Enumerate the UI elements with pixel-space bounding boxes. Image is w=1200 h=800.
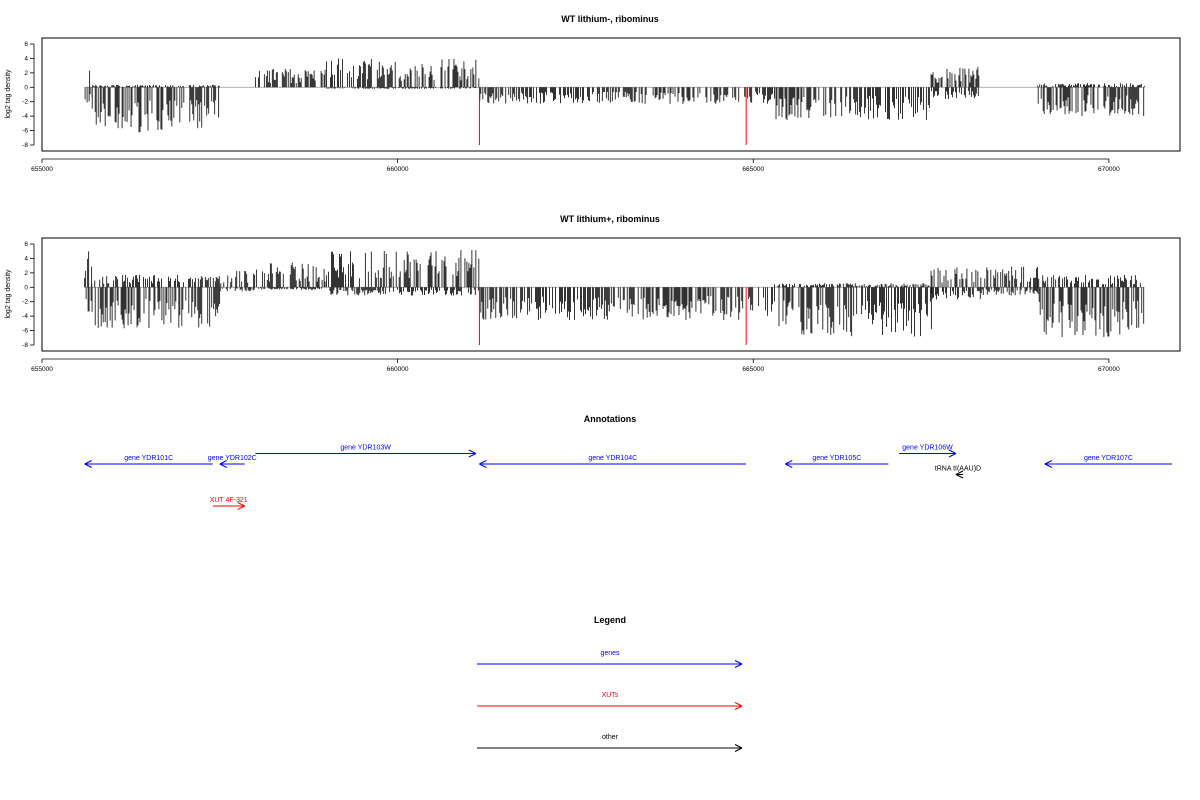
feature-arrow: gene YDR101C [84,455,213,468]
y-tick-label: 2 [24,70,28,77]
feature-label: tRNA tI(AAU)D [935,466,981,473]
track-panel-lithium-plus: WT lithium+, ribominus log2 tag density … [5,214,1181,373]
plot-frame [41,37,1181,152]
legend: genes XUTs other [477,650,743,752]
y-tick-label: -4 [22,313,28,320]
feature-arrow: gene YDR106W [899,445,957,458]
feature-arrow: gene YDR107C [1044,455,1172,468]
plot-frame [41,237,1181,352]
legend-title: Legend [594,615,626,625]
x-tick-label: 660000 [387,366,409,373]
y-tick-label: 6 [24,41,28,48]
x-tick-label: 670000 [1098,166,1120,173]
legend-label: XUTs [602,692,619,699]
legend-label: genes [600,650,620,657]
feature-arrow: gene YDR103W [255,445,477,458]
track-panel-lithium-minus: WT lithium-, ribominus log2 tag density … [5,14,1181,173]
y-tick-label: 0 [24,284,28,291]
x-tick-label: 670000 [1098,366,1120,373]
y-tick-label: -2 [22,299,28,306]
y-axis-label: log2 tag density [5,269,12,319]
density-bars [84,58,1145,145]
x-tick-label: 665000 [742,366,764,373]
y-tick-label: 2 [24,270,28,277]
y-tick-label: 4 [24,55,28,62]
y-tick-label: -8 [22,342,28,349]
density-bars [84,250,1145,345]
legend-entry: genes [477,650,743,668]
feature-label: gene YDR101C [124,455,173,462]
feature-arrow: tRNA tI(AAU)D [935,466,981,479]
feature-label: gene YDR103W [340,445,391,452]
y-tick-label: 4 [24,255,28,262]
annotation-features: gene YDR101C gene YDR102C gene YDR103W gene… [84,445,1172,510]
x-tick-label: 665000 [742,166,764,173]
legend-entry: other [477,734,743,752]
y-axis-label: log2 tag density [5,69,12,119]
panel-title: WT lithium+, ribominus [560,214,660,224]
y-tick-label: 0 [24,84,28,91]
legend-entry: XUTs [477,692,743,710]
y-tick-label: 6 [24,241,28,248]
feature-label: gene YDR106W [902,445,953,452]
feature-label: gene YDR104C [588,455,637,462]
y-tick-label: -8 [22,142,28,149]
feature-arrow: gene YDR104C [479,455,747,468]
feature-label: gene YDR105C [812,455,861,462]
y-tick-label: -2 [22,99,28,106]
feature-arrow: gene YDR105C [785,455,889,468]
feature-arrow: gene YDR102C [208,455,257,468]
legend-label: other [602,734,619,741]
feature-label: XUT 4F-321 [210,497,248,504]
y-tick-label: -6 [22,128,28,135]
y-tick-label: -4 [22,113,28,120]
axes: -8 -6 -4 -2 0 2 4 6 655000 660000 665000 670000 [22,241,1120,373]
feature-arrow: XUT 4F-321 [210,497,248,510]
y-tick-label: -6 [22,328,28,335]
x-tick-label: 655000 [31,366,53,373]
feature-label: gene YDR107C [1084,455,1133,462]
x-tick-label: 660000 [387,166,409,173]
panel-title: WT lithium-, ribominus [561,14,659,24]
annotations-title: Annotations [584,414,637,424]
feature-label: gene YDR102C [208,455,257,462]
x-tick-label: 655000 [31,166,53,173]
axes: -8 -6 -4 -2 0 2 4 6 655000 660000 665000 670000 [22,41,1120,173]
